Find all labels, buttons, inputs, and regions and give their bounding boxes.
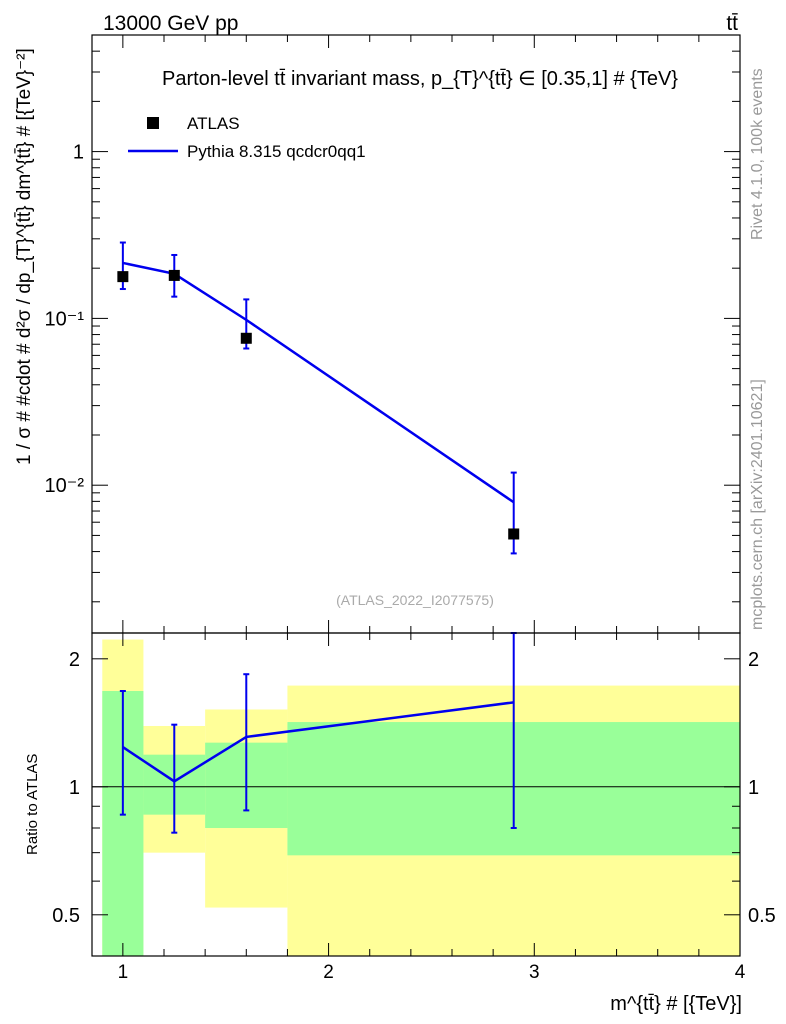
process-label: tt̄	[726, 12, 738, 35]
mcplots-label: mcplots.cern.ch [arXiv:2401.10621]	[749, 379, 766, 630]
ratio-y-tick-label-left: 1	[69, 777, 80, 799]
atlas-data-point	[508, 528, 520, 540]
ratio-y-tick-label-left: 2	[69, 649, 80, 671]
atlas-data-point	[240, 332, 252, 344]
ratio-frame	[91, 632, 741, 957]
main-data-marks	[117, 241, 520, 555]
legend-atlas-label: ATLAS	[187, 114, 240, 133]
rivet-label: Rivet 4.1.0, 100k events	[749, 68, 766, 240]
atlas-data-point	[168, 269, 180, 281]
main-y-axis-label: 1 / σ # #cdot # d²σ / dp_{T}^{tt̄} dm^{t…	[14, 48, 35, 465]
analysis-watermark: (ATLAS_2022_I2077575)	[336, 592, 494, 608]
main-y-tick-label: 10⁻¹	[45, 308, 85, 330]
x-tick-label: 2	[323, 962, 334, 983]
ratio-axes: 1 2 3 4 0.5 0.5 1 1 2 2	[52, 633, 776, 983]
ratio-plot-area	[92, 639, 740, 956]
main-axes: 10⁻² 10⁻¹ 1	[45, 34, 741, 633]
main-title: Parton-level tt̄ invariant mass, p_{T}^{…	[162, 68, 678, 90]
x-tick-label: 4	[735, 962, 746, 983]
ratio-y-tick-label-left: 0.5	[52, 905, 80, 927]
main-y-tick-label: 1	[73, 142, 84, 164]
ratio-y-tick-label-right: 0.5	[748, 905, 776, 927]
ratio-y-tick-label-right: 2	[748, 649, 759, 671]
main-y-tick-label: 10⁻²	[45, 475, 85, 497]
legend-pythia-label: Pythia 8.315 qcdcr0qq1	[187, 142, 366, 161]
ratio-y-axis-label: Ratio to ATLAS	[24, 754, 41, 855]
ratio-y-tick-label-right: 1	[748, 777, 759, 799]
x-tick-label: 3	[529, 962, 540, 983]
energy-label: 13000 GeV pp	[103, 12, 238, 35]
x-axis-label: m^{tt̄} # [{TeV}]	[610, 993, 742, 1015]
legend-atlas-marker	[147, 117, 159, 129]
ratio-series-line	[122, 701, 514, 783]
pythia-series-line	[122, 261, 515, 504]
atlas-data-point	[117, 271, 129, 283]
x-tick-label: 1	[118, 962, 129, 983]
